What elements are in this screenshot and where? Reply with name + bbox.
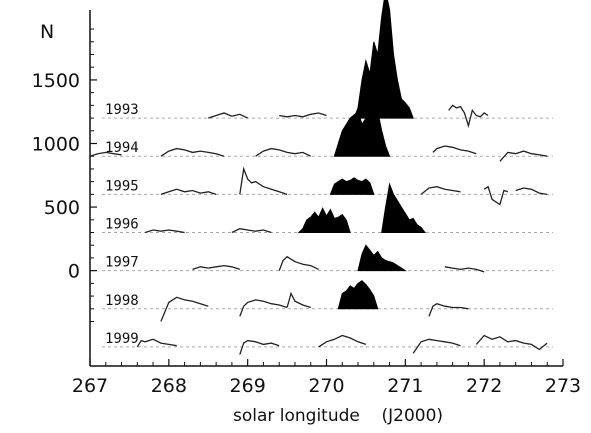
series-line-1998 <box>428 302 469 317</box>
year-label-1994: 1994 <box>105 140 139 156</box>
x-tick-label: 273 <box>545 375 581 397</box>
series-line-1996 <box>145 229 185 234</box>
peak-area-1998 <box>337 280 379 310</box>
y-axis-title: N <box>40 21 54 43</box>
y-tick-label: 500 <box>44 197 80 219</box>
series-line-1995 <box>483 185 509 206</box>
peak-area-1994 <box>333 104 391 157</box>
x-tick-label: 267 <box>72 375 108 397</box>
year-label-1996: 1996 <box>105 217 139 233</box>
y-tick-label: 1500 <box>32 70 80 92</box>
series-line-1995 <box>239 166 288 196</box>
year-label-1993: 1993 <box>105 102 139 118</box>
y-axis-ticks: 0 500 1000 1500 <box>32 28 97 322</box>
series-line-1998 <box>286 291 311 309</box>
peak-area-1996 <box>297 207 351 233</box>
peak-area-1995 <box>329 177 375 195</box>
year-label-1998: 1998 <box>105 293 139 309</box>
series-line-1999 <box>412 338 461 354</box>
series-line-1997 <box>278 255 319 271</box>
series-lines <box>89 104 548 355</box>
year-label-1995: 1995 <box>105 178 139 194</box>
x-tick-label: 271 <box>387 375 423 397</box>
x-axis-ticks: 267 268 269 270 271 272 273 <box>72 359 581 397</box>
x-axis-title: solar longitude (J2000) <box>233 406 443 426</box>
plot-frame <box>89 10 563 367</box>
x-tick-label: 269 <box>230 375 266 397</box>
year-labels: 1993 1994 1995 1996 1997 1998 1999 <box>105 102 139 347</box>
series-line-1993 <box>279 112 327 118</box>
series-line-1994 <box>255 147 311 157</box>
series-line-1994 <box>499 150 548 162</box>
x-tick-label: 270 <box>308 375 344 397</box>
series-line-1999 <box>475 334 548 351</box>
series-line-1998 <box>160 296 209 322</box>
x-tick-label: 268 <box>151 375 187 397</box>
y-tick-label: 1000 <box>32 134 80 156</box>
series-line-1994 <box>89 151 122 157</box>
peak-area-1996 <box>381 182 427 233</box>
x-tick-label: 272 <box>466 375 502 397</box>
series-line-1998 <box>239 299 288 317</box>
series-line-1995 <box>515 187 548 196</box>
series-line-1999 <box>318 334 367 348</box>
peak-area-1997 <box>357 244 408 272</box>
peak-area-1993 <box>353 0 414 119</box>
series-line-1997 <box>192 264 241 271</box>
series-line-1999 <box>239 339 280 355</box>
year-label-1997: 1997 <box>105 255 139 271</box>
series-line-1994 <box>432 145 477 155</box>
series-line-1993 <box>208 112 248 119</box>
series-line-1995 <box>420 186 461 195</box>
series-line-1994 <box>160 147 225 157</box>
series-line-1996 <box>231 228 272 234</box>
series-line-1993 <box>448 104 489 129</box>
series-line-1999 <box>136 338 177 348</box>
year-label-1999: 1999 <box>105 331 139 347</box>
series-line-1995 <box>160 188 217 196</box>
series-line-1997 <box>444 266 485 273</box>
peak-fills <box>297 0 427 310</box>
y-tick-label: 0 <box>68 261 80 283</box>
